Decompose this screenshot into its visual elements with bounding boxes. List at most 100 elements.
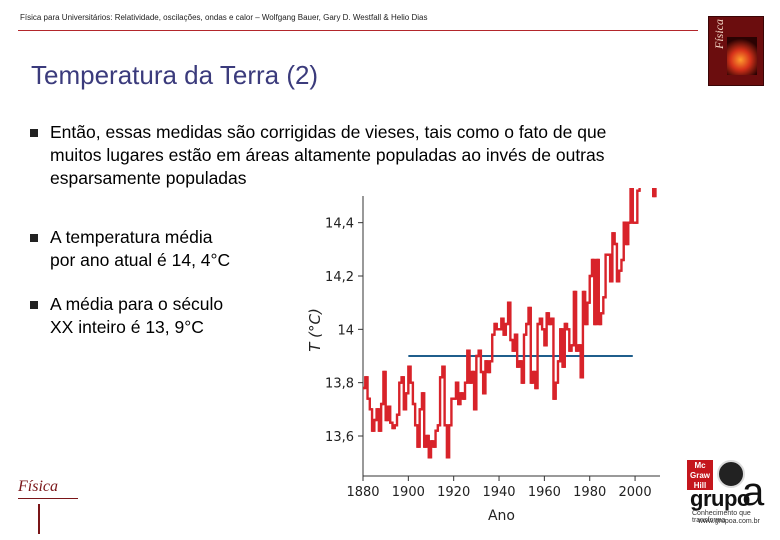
data-point [424, 445, 427, 448]
bullet-text-line: esparsamente populadas [50, 168, 247, 188]
x-tick-label: 2000 [619, 485, 652, 500]
x-tick-label: 1960 [528, 485, 561, 500]
data-point [412, 402, 416, 406]
data-point [374, 418, 377, 422]
data-point [387, 405, 391, 408]
logo-mark [38, 504, 40, 534]
data-point [365, 376, 368, 379]
data-point [376, 408, 379, 411]
data-point [367, 397, 370, 400]
bullet-text-line: por ano atual é 14, 4°C [50, 250, 231, 270]
data-point [460, 392, 463, 395]
data-point [539, 317, 543, 320]
temperature-series-line [363, 188, 657, 459]
bullet-text-line: A temperatura média [50, 227, 213, 247]
data-point [462, 397, 466, 400]
data-point [591, 258, 595, 262]
data-point [526, 322, 529, 326]
data-point [406, 392, 409, 395]
data-point [571, 344, 574, 347]
data-point [474, 408, 477, 411]
data-point [440, 376, 443, 379]
data-point [523, 333, 527, 336]
book-cover-art [727, 37, 757, 75]
data-point [587, 301, 590, 304]
data-point [455, 381, 459, 384]
mcgraw-line: Hill [693, 481, 707, 490]
data-point [514, 333, 518, 336]
data-point [551, 317, 554, 320]
x-tick-label: 1920 [437, 485, 470, 500]
bullet-text-line: A média para o século [50, 294, 224, 314]
data-point [596, 258, 599, 262]
data-point [535, 386, 538, 390]
bullet-text-line: muitos lugares estão em áreas altamente … [50, 145, 605, 165]
data-point [385, 418, 388, 422]
temperature-chart: 13,6 13,8 14 14,2 14,4 1880 1900 1920 1940 1960 19… [306, 188, 660, 524]
data-point [564, 322, 568, 326]
bullet-text-line: XX inteiro é 13, 9°C [50, 317, 204, 337]
header-divider [18, 30, 698, 31]
data-point [469, 381, 472, 384]
data-point [553, 397, 556, 400]
data-point [458, 402, 461, 406]
data-point [392, 426, 395, 430]
data-point [381, 402, 384, 406]
data-point [390, 421, 393, 424]
x-tick-label: 1880 [346, 485, 379, 500]
data-point [478, 349, 481, 352]
x-tick-label: 1980 [573, 485, 606, 500]
data-point [569, 349, 572, 352]
y-axis-label: T (°C) [306, 308, 324, 352]
bullet-square-icon [30, 129, 38, 137]
data-point [578, 344, 581, 347]
mcgraw-line: Mc [694, 461, 706, 470]
grupo-a-wordmark: grupo [690, 486, 750, 511]
data-point [557, 360, 561, 363]
data-point [573, 290, 577, 294]
data-point [548, 322, 552, 326]
data-point [415, 424, 418, 427]
data-point [530, 381, 534, 384]
data-point [372, 429, 375, 432]
data-point [419, 408, 422, 411]
data-point [616, 280, 620, 283]
data-point [487, 370, 490, 374]
data-point [605, 253, 608, 256]
x-tick-label: 1940 [482, 485, 515, 500]
data-point [519, 360, 522, 363]
data-point [485, 360, 488, 363]
data-point [471, 370, 475, 374]
data-point [603, 296, 606, 299]
data-point [601, 312, 604, 315]
data-point [607, 253, 611, 256]
data-point [431, 440, 434, 443]
data-point [403, 408, 407, 411]
data-point [610, 280, 613, 283]
data-point [528, 306, 531, 310]
data-point [510, 338, 513, 342]
logo-divider [18, 498, 78, 499]
y-tick-label: 13,8 [325, 377, 354, 392]
data-point [537, 322, 540, 326]
data-point [453, 397, 456, 400]
data-point [394, 424, 398, 427]
data-point [501, 317, 504, 320]
data-point [542, 328, 545, 331]
data-point [582, 290, 586, 294]
data-point [383, 370, 386, 374]
data-point [621, 258, 624, 262]
y-tick-label: 13,6 [325, 430, 354, 445]
data-point [467, 349, 470, 352]
data-point [560, 328, 563, 331]
data-point [492, 333, 495, 336]
data-point [562, 365, 565, 368]
data-point [476, 354, 479, 358]
data-point [619, 269, 622, 272]
data-point [499, 328, 502, 331]
bullet-text-line: Então, essas medidas são corrigidas de v… [50, 122, 607, 142]
data-point [437, 424, 441, 427]
mcgraw-hill-logo: Mc Graw Hill [687, 460, 713, 490]
fisica-footer-logo: Física [14, 478, 84, 538]
data-point [496, 328, 500, 331]
